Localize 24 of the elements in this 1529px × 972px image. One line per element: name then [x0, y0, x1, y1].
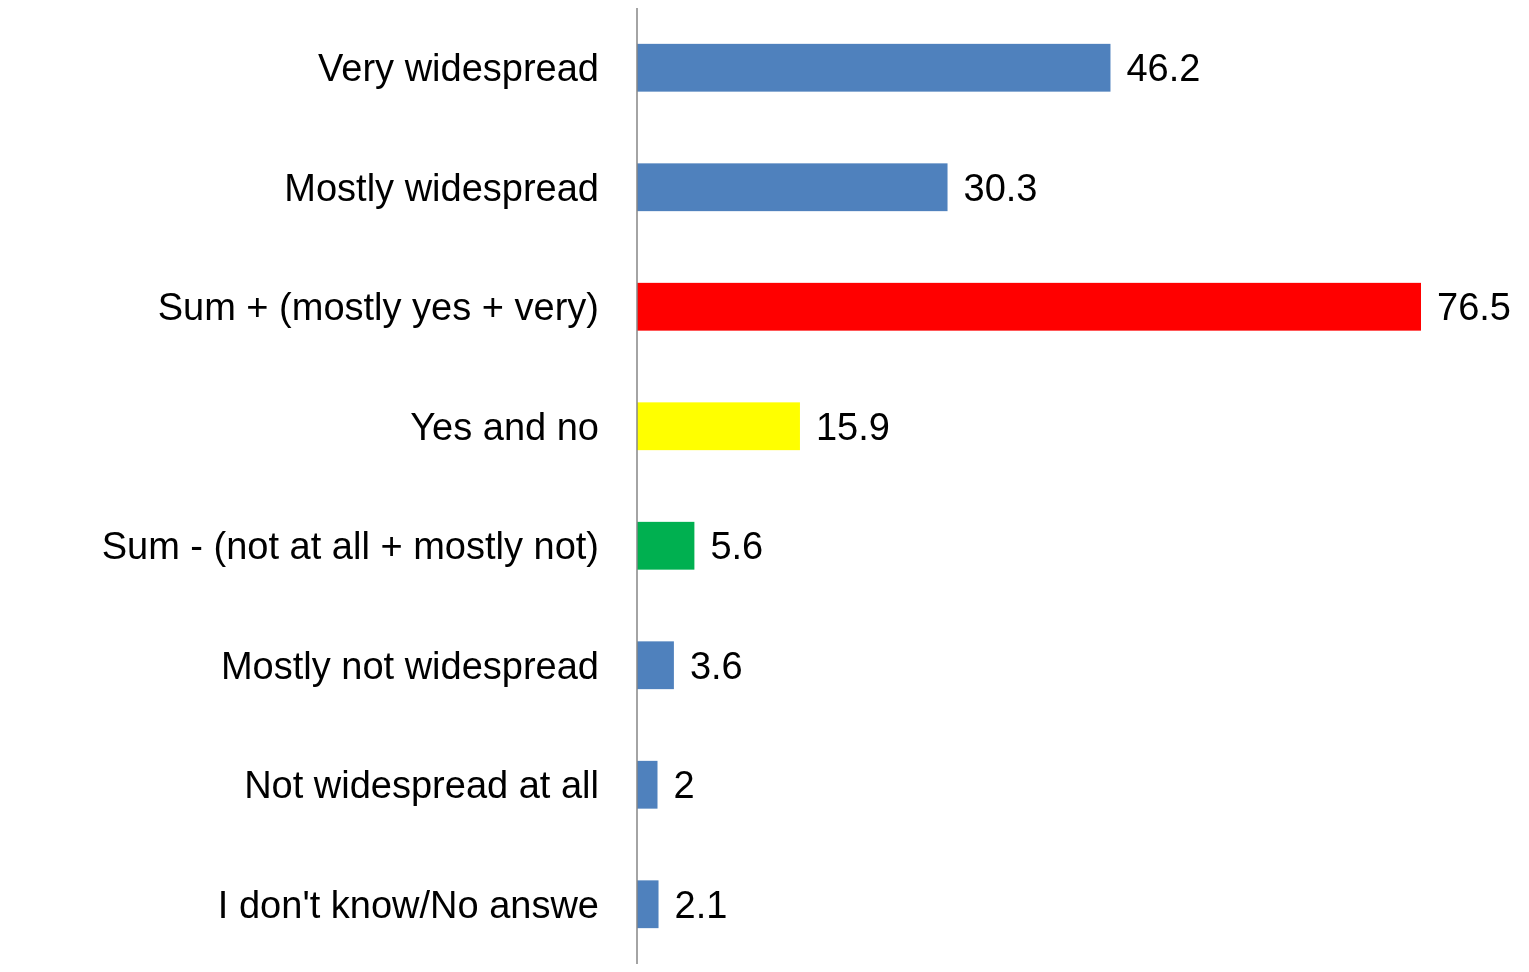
data-label: 76.5 — [1437, 286, 1511, 329]
bar — [637, 880, 659, 929]
y-tick-label: Sum - (not at all + mostly not) — [101, 525, 599, 568]
y-tick-label: Mostly widespread — [284, 166, 599, 209]
y-tick-label: Yes and no — [410, 405, 599, 448]
bar — [637, 760, 658, 809]
data-label: 15.9 — [815, 405, 890, 448]
y-tick-label: Very widespread — [318, 47, 599, 90]
bar — [637, 163, 948, 212]
bar — [637, 43, 1111, 92]
data-label: 2 — [673, 764, 695, 807]
bar — [637, 402, 800, 451]
bar — [637, 282, 1421, 331]
y-tick-label: Mostly not widespread — [220, 644, 599, 687]
data-label: 5.6 — [710, 525, 764, 568]
y-tick-label: I don't know/No answe — [217, 883, 599, 926]
bar — [637, 641, 674, 690]
y-tick-label: Not widespread at all — [244, 764, 599, 807]
y-tick-label: Sum + (mostly yes + very) — [157, 286, 599, 329]
data-label: 3.6 — [689, 644, 743, 687]
bar — [637, 521, 695, 570]
data-label: 30.3 — [963, 166, 1038, 209]
data-label: 2.1 — [674, 883, 728, 926]
data-label: 46.2 — [1126, 47, 1201, 90]
